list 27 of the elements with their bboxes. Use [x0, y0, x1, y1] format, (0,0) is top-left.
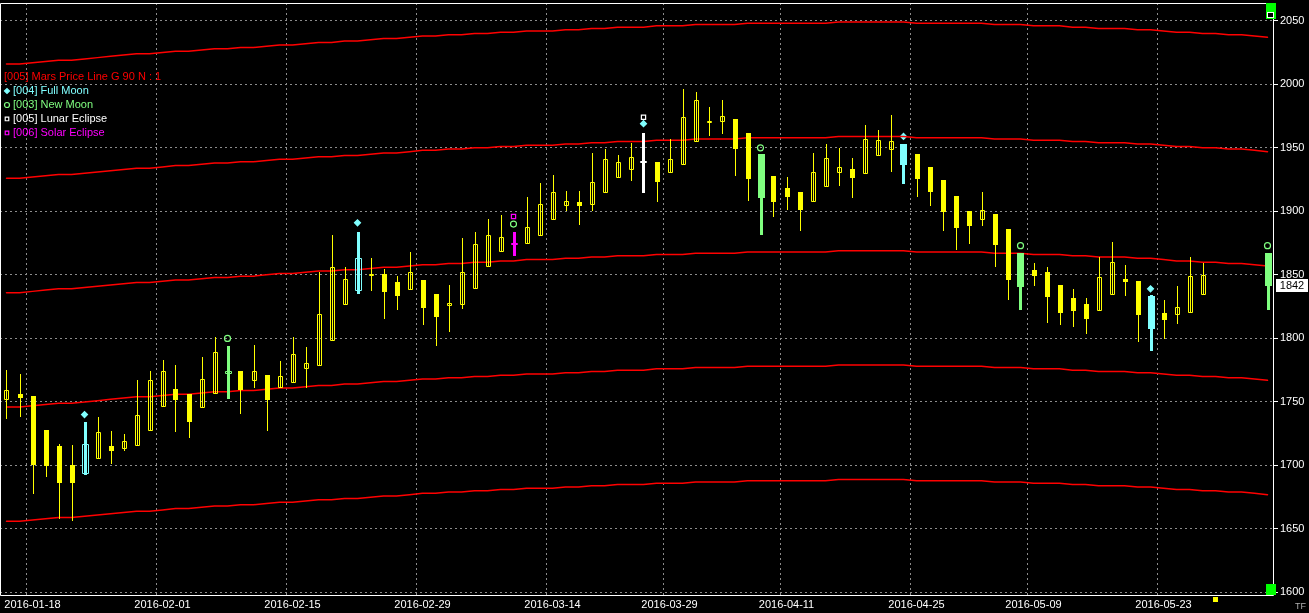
annotation: 1842: [1279, 278, 1305, 291]
x-tick-label: 2016-05-23: [1135, 597, 1192, 610]
x-tick-label: 2016-04-25: [888, 597, 945, 610]
legend-label: [003] New Moon: [13, 98, 94, 111]
legend-label: [005] Lunar Eclipse: [13, 112, 108, 125]
y-tick-label: 1700: [1280, 458, 1305, 471]
x-tick-label: 2016-05-09: [1005, 597, 1062, 610]
y-tick-label: 1800: [1280, 331, 1305, 344]
y-tick-label: 1750: [1280, 394, 1305, 407]
y-tick-label: 1950: [1280, 140, 1305, 153]
y-tick-label: 1850: [1280, 267, 1305, 280]
x-tick-label: 2016-02-29: [394, 597, 451, 610]
text: TF: [1295, 600, 1307, 611]
x-tick-label: 2016-03-14: [524, 597, 581, 610]
x-tick-label: 2016-01-18: [4, 597, 61, 610]
y-tick-label: 1900: [1280, 204, 1305, 217]
x-tick-label: 2016-03-29: [641, 597, 698, 610]
legend-label: [006] Solar Eclipse: [13, 126, 105, 139]
series-label: [005] Mars Price Line G 90 N : 1: [4, 70, 162, 83]
x-tick-label: 2016-02-15: [264, 597, 321, 610]
x-tick-label: 2016-02-01: [134, 597, 191, 610]
legend-label: [004] Full Moon: [13, 84, 89, 97]
x-tick-label: 2016-04-11: [758, 597, 815, 610]
y-tick-label: 1600: [1280, 585, 1305, 598]
y-tick-label: 2050: [1280, 13, 1305, 26]
y-tick-label: 2000: [1280, 77, 1305, 90]
y-tick-label: 1650: [1280, 521, 1305, 534]
